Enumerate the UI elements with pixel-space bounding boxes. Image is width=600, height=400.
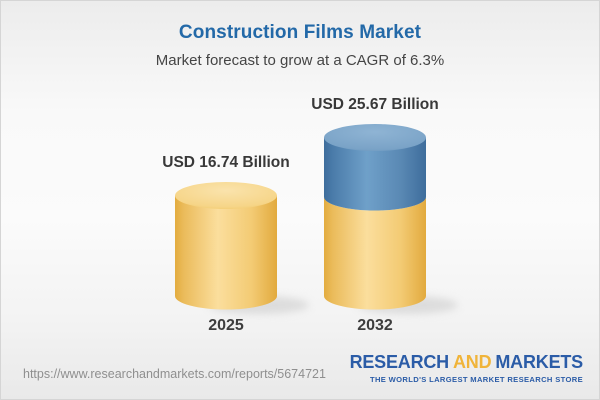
report-url: https://www.researchandmarkets.com/repor… <box>23 367 326 381</box>
logo-word-research: RESEARCH <box>349 352 450 372</box>
bar-2032-base-segment <box>324 197 426 310</box>
bar-2025-cylinder <box>175 182 277 310</box>
chart-title: Construction Films Market <box>178 22 422 43</box>
brand-logo-tagline: THE WORLD'S LARGEST MARKET RESEARCH STOR… <box>369 375 583 384</box>
chart-subtitle: Market forecast to grow at a CAGR of 6.3… <box>155 52 445 69</box>
value-label-2032: USD 25.67 Billion <box>311 96 439 113</box>
brand-logo-wordmark: RESEARCH AND MARKETS <box>349 352 584 373</box>
logo-word-markets: MARKETS <box>495 352 583 372</box>
category-label-2032: 2032 <box>357 317 393 334</box>
cylinder-bar-chart <box>175 124 458 314</box>
bar-2032-cylinder <box>324 124 426 310</box>
value-label-2025: USD 16.74 Billion <box>162 154 290 171</box>
bar-2032-growth-segment <box>324 137 426 211</box>
logo-word-and: AND <box>452 352 492 372</box>
category-label-2025: 2025 <box>208 317 244 334</box>
brand-logo: RESEARCH AND MARKETS THE WORLD'S LARGEST M… <box>349 352 584 384</box>
